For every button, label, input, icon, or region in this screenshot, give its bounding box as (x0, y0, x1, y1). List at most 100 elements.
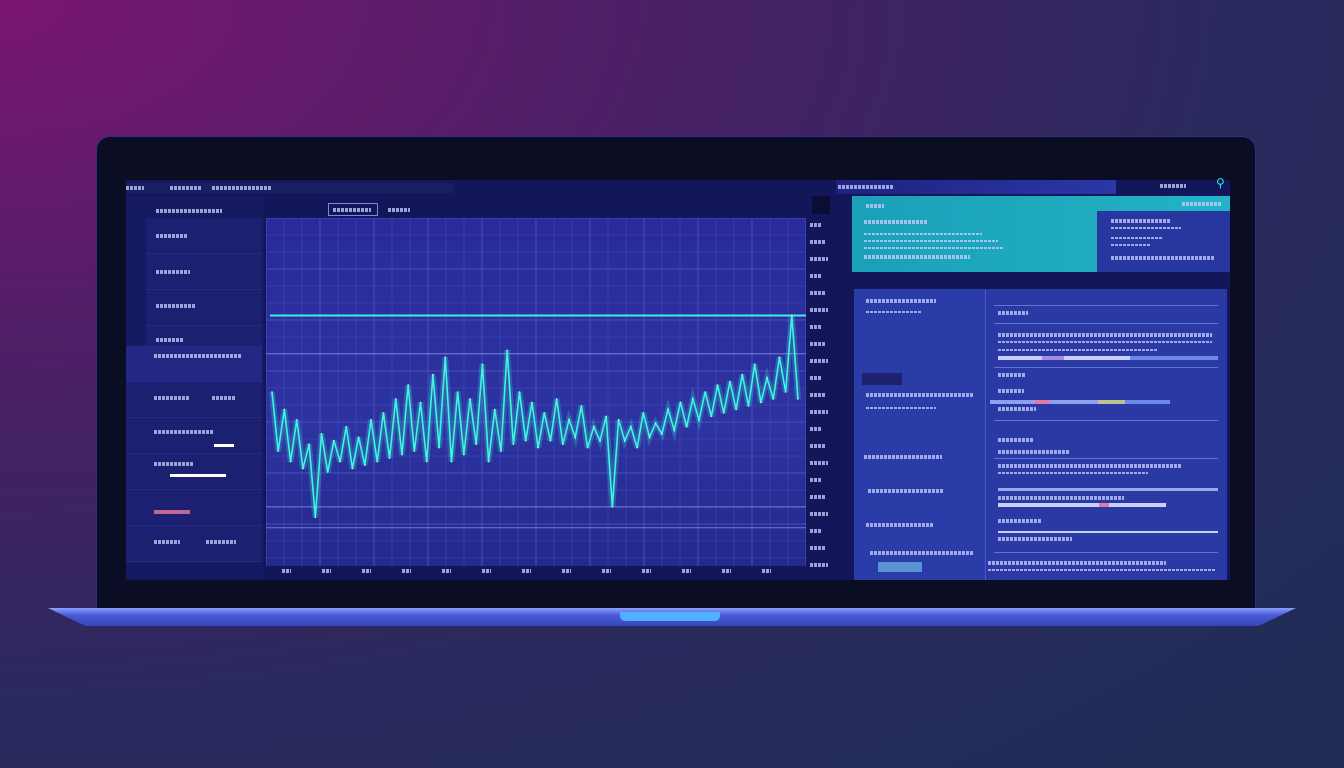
sidebar-item[interactable] (126, 526, 262, 562)
data-point (463, 453, 465, 456)
y-tick-label (810, 427, 822, 431)
data-point (283, 408, 286, 411)
data-point (531, 401, 533, 404)
chart-filter-dropdown[interactable] (328, 203, 378, 216)
y-tick-label (810, 342, 825, 346)
data-point (456, 391, 459, 393)
data-point (741, 373, 744, 376)
data-point (370, 419, 372, 421)
x-tick-label (762, 569, 771, 573)
data-point (487, 460, 490, 463)
y-tick-label (810, 376, 822, 380)
data-point (617, 419, 620, 421)
sidebar-item[interactable] (126, 418, 262, 454)
y-tick-label (810, 410, 828, 414)
data-point (500, 450, 502, 452)
data-point (518, 391, 521, 393)
y-tick-label (810, 478, 822, 482)
data-point (654, 422, 657, 425)
data-point (574, 436, 577, 439)
sidebar-item[interactable] (146, 254, 262, 290)
user-icon[interactable]: ⚲ (1216, 176, 1225, 190)
data-point (562, 443, 564, 445)
data-point (685, 426, 688, 428)
chart-tab[interactable] (388, 208, 410, 212)
x-tick-label (322, 569, 331, 573)
data-point (320, 432, 323, 435)
data-point (599, 439, 601, 442)
y-tick-label (810, 529, 822, 533)
data-point (419, 401, 422, 404)
header-controls[interactable] (1160, 184, 1186, 188)
data-point (753, 363, 756, 365)
data-point (797, 398, 799, 400)
detail-list (854, 289, 986, 580)
x-axis-labels (266, 566, 806, 578)
data-point (333, 439, 335, 442)
data-point (568, 419, 570, 421)
data-point (692, 398, 694, 400)
data-point (580, 405, 583, 407)
data-point (636, 446, 638, 449)
data-point (673, 429, 676, 432)
data-point (630, 426, 632, 428)
data-point (376, 460, 378, 463)
data-point (555, 398, 558, 400)
data-point (289, 460, 292, 463)
y-tick-label (810, 546, 825, 550)
data-point (729, 380, 731, 383)
sidebar-item[interactable] (126, 454, 262, 490)
sidebar-item[interactable] (126, 490, 262, 526)
summary-details (1097, 211, 1230, 272)
y-tick-label (810, 359, 828, 363)
data-point (760, 401, 762, 404)
laptop-notch (620, 612, 720, 621)
y-tick-label (810, 325, 822, 329)
chart-menu-button[interactable] (812, 196, 830, 214)
data-point (388, 457, 391, 459)
data-point (444, 356, 447, 358)
data-point (735, 408, 737, 411)
data-point (698, 419, 700, 421)
x-tick-label (482, 569, 491, 573)
data-point (586, 446, 589, 449)
data-point (438, 446, 440, 449)
data-point (326, 471, 329, 473)
chart-canvas (266, 218, 806, 566)
data-point (382, 412, 385, 414)
waveform-line (271, 315, 799, 518)
data-point (277, 450, 279, 452)
data-point (667, 408, 669, 411)
data-point (401, 453, 403, 456)
data-point (549, 439, 552, 442)
y-tick-label (810, 512, 828, 516)
detail-action-button[interactable] (878, 562, 922, 572)
data-point (623, 439, 626, 442)
sidebar-item[interactable] (126, 382, 262, 418)
data-point (778, 356, 781, 358)
data-point (271, 391, 273, 393)
data-point (413, 450, 416, 452)
data-point (302, 467, 304, 470)
data-point (661, 432, 663, 435)
y-tick-label (810, 240, 825, 244)
waveform-glow (269, 315, 801, 518)
data-point (592, 426, 595, 428)
data-point (648, 436, 651, 439)
sidebar-item[interactable] (146, 290, 262, 326)
data-point (747, 405, 750, 407)
sidebar-section[interactable] (126, 346, 262, 382)
data-point (605, 415, 607, 418)
y-axis-labels (808, 218, 830, 578)
data-point (425, 460, 428, 463)
x-tick-label (642, 569, 651, 573)
data-point (295, 419, 298, 421)
x-tick-label (682, 569, 691, 573)
data-point (524, 439, 527, 442)
sidebar-item[interactable] (146, 218, 262, 254)
y-tick-label (810, 563, 828, 567)
x-tick-label (402, 569, 411, 573)
data-point (543, 412, 546, 414)
y-tick-label (810, 461, 828, 465)
y-tick-label (810, 495, 825, 499)
